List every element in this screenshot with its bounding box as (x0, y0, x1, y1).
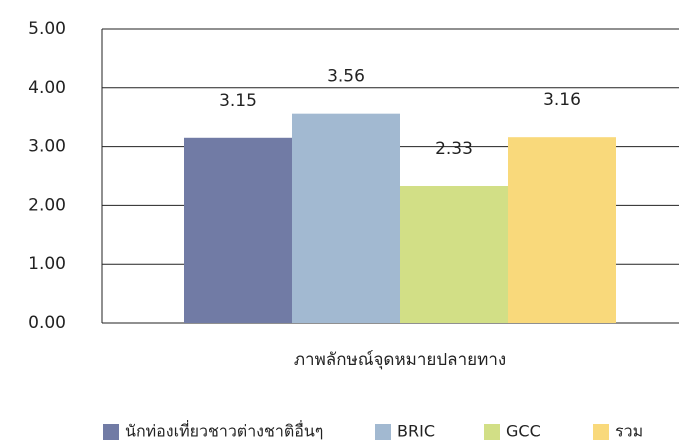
bar (184, 137, 292, 323)
bar (292, 113, 400, 323)
x-axis-label: ภาพลักษณ์จุดหมายปลายทาง (294, 350, 506, 370)
y-tick-label: 0.00 (28, 313, 66, 333)
data-label: 3.16 (543, 90, 581, 110)
y-tick-label: 3.00 (28, 137, 66, 157)
legend-swatch (375, 424, 391, 440)
legend-swatch (484, 424, 500, 440)
legend-swatch (103, 424, 119, 440)
legend-swatch (593, 424, 609, 440)
y-tick-label: 4.00 (28, 78, 66, 98)
bar (508, 137, 616, 323)
y-tick-label: 5.00 (28, 19, 66, 39)
legend-label: นักท่องเที่ยวชาวต่างชาติอื่นๆ (125, 420, 323, 441)
legend-label: GCC (506, 422, 541, 441)
legend-label: รวม (615, 422, 643, 441)
data-label: 3.56 (327, 67, 365, 87)
y-tick-label: 1.00 (28, 254, 66, 274)
legend-label: BRIC (397, 422, 435, 441)
data-label: 2.33 (435, 139, 473, 159)
bar (400, 185, 508, 323)
y-tick-label: 2.00 (28, 195, 66, 215)
data-label: 3.15 (219, 91, 257, 111)
